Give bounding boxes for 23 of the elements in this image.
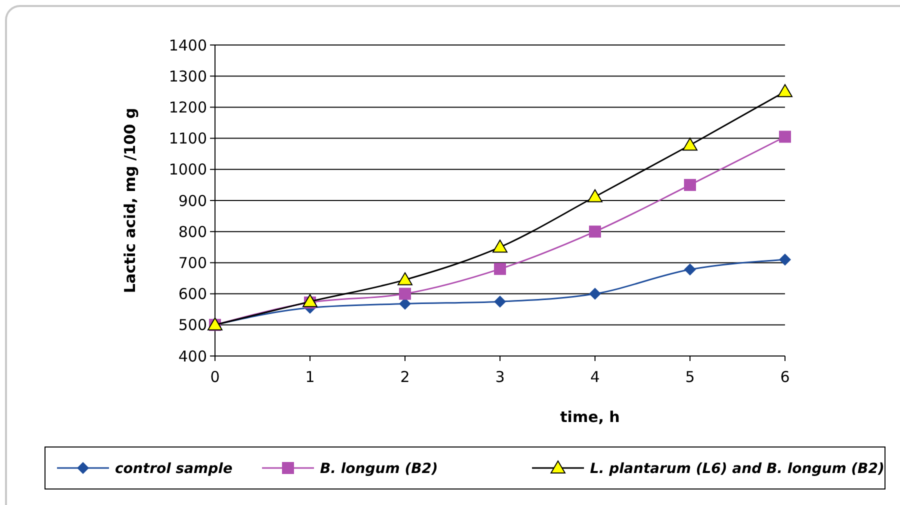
- x-tick-label: 3: [495, 368, 505, 386]
- x-tick-label: 0: [210, 368, 220, 386]
- y-tick-label: 900: [178, 192, 207, 210]
- legend-label: control sample: [115, 460, 232, 477]
- y-tick-label: 1000: [168, 160, 207, 179]
- x-tick-label: 2: [400, 368, 410, 386]
- y-tick-label: 1300: [168, 67, 207, 86]
- x-tick-label: 4: [590, 368, 600, 386]
- y-tick-label: 1400: [168, 36, 207, 54]
- y-tick-label: 1100: [168, 130, 207, 148]
- legend-label: L. plantarum (L6) and B. longum (B2): [590, 460, 884, 477]
- y-tick-label: 400: [178, 347, 207, 366]
- y-tick-label: 800: [178, 222, 207, 241]
- x-tick-label: 5: [685, 368, 695, 386]
- y-tick-label: 500: [178, 316, 207, 334]
- legend-label: B. longum (B2): [320, 460, 438, 477]
- y-axis-title: Lactic acid, mg /100 g: [121, 108, 139, 294]
- x-tick-label: 6: [780, 368, 790, 386]
- x-tick-label: 1: [305, 368, 315, 386]
- y-tick-label: 700: [178, 254, 207, 272]
- y-tick-label: 1200: [168, 98, 207, 116]
- x-axis-title: time, h: [560, 408, 620, 426]
- y-tick-label: 600: [178, 285, 207, 304]
